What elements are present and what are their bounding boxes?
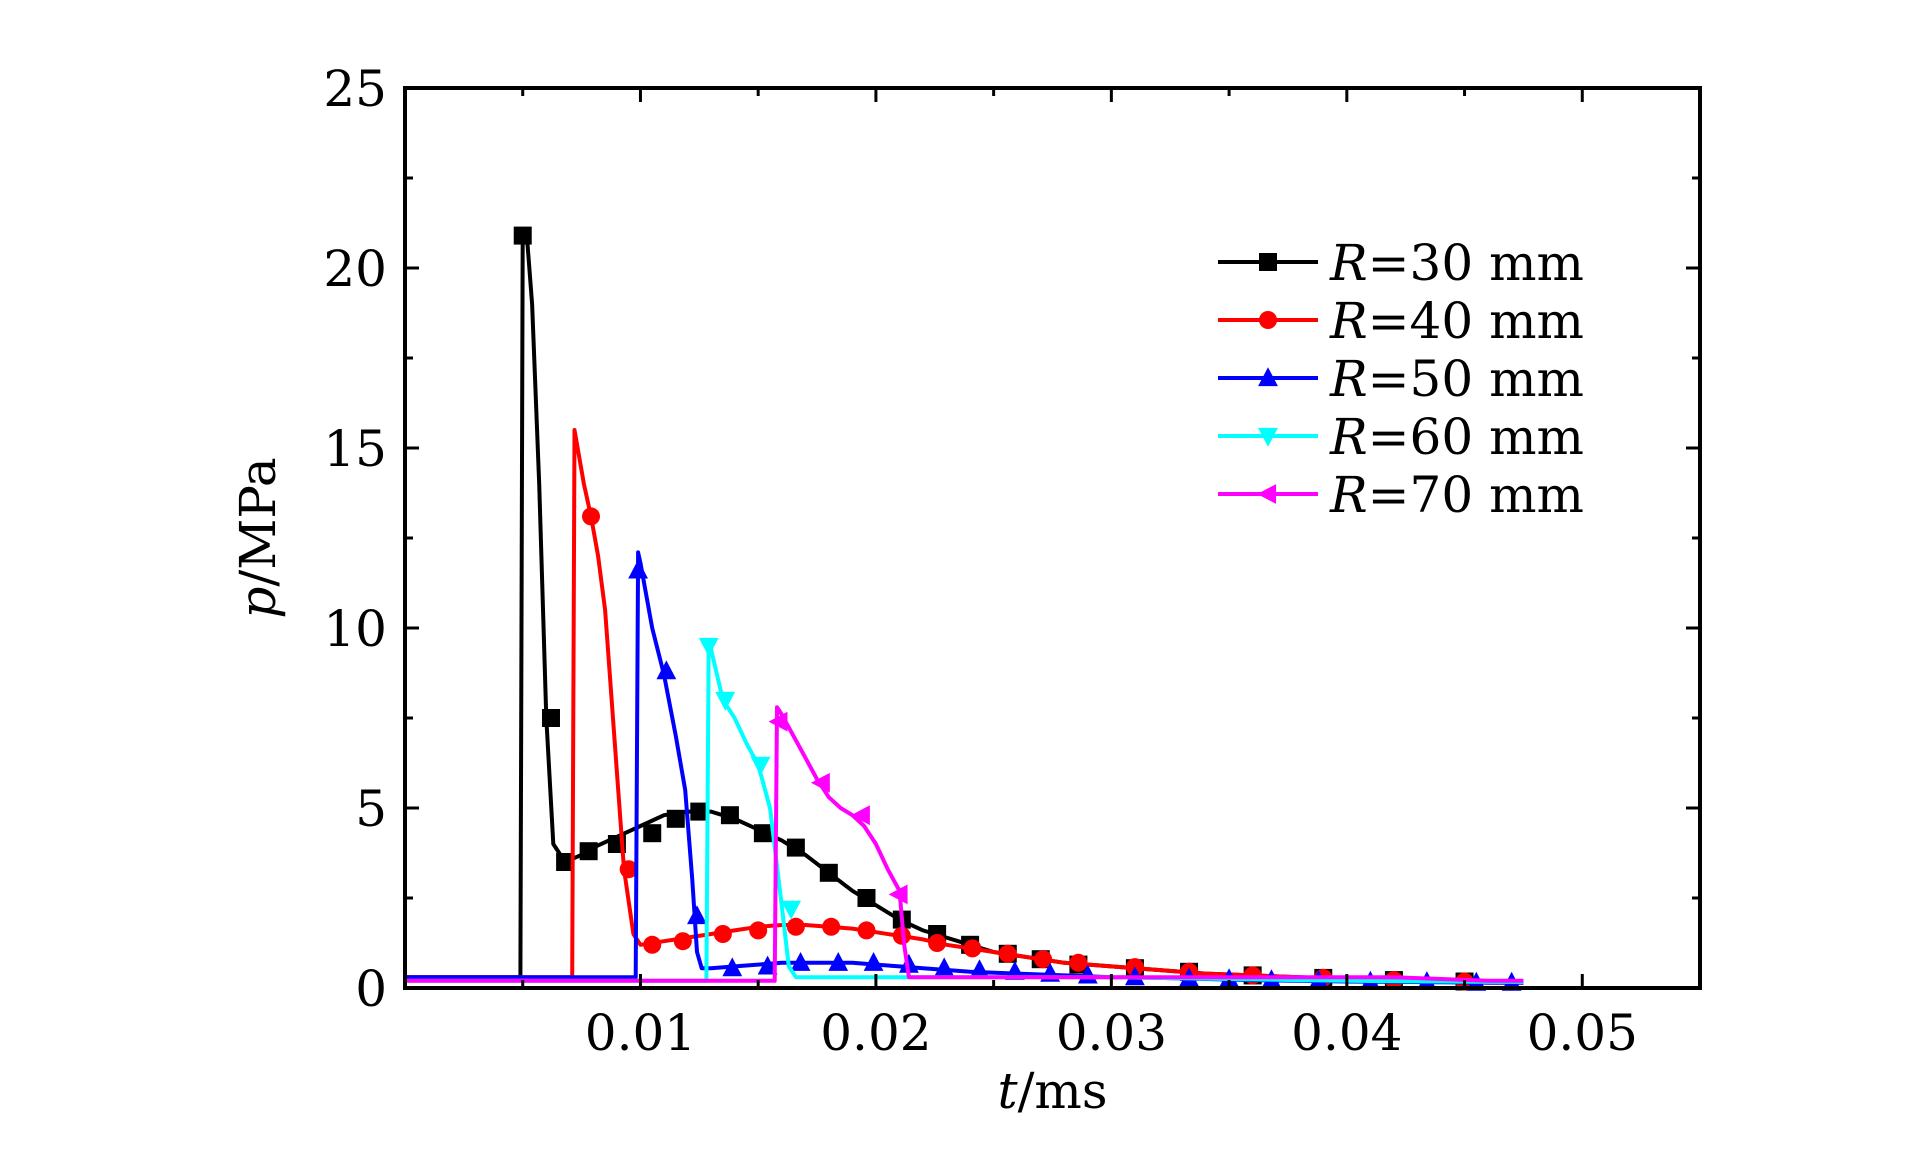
legend-entry-3: R=50 mm [1218,350,1584,408]
series-2-point-2 [619,860,638,879]
x-axis-unit: /ms [1018,1062,1108,1120]
legend-label-variable-5: R [1329,466,1368,524]
y-tick-label-1: 0 [355,960,387,1018]
legend-marker-5 [1257,484,1277,504]
legend-label-value-2: =40 mm [1368,292,1584,350]
y-axis-title: p/MPa [229,457,287,618]
legend-entry-5: R=70 mm [1218,466,1584,524]
series-5-point-4 [888,884,908,905]
series-4-point-3 [750,756,771,776]
series-4-point-2 [715,691,736,711]
ticks-layer: 0.01 0.02 0.03 0.04 0.05 0 5 10 15 20 25 [323,60,1700,1062]
legend-label-2: R=40 mm [1329,292,1584,350]
series-2-point-1 [582,507,601,526]
legend-label-variable-2: R [1329,292,1368,350]
series-1-point-11 [786,838,805,857]
series-1-point-7 [666,809,685,828]
series-3-point-5 [757,955,778,975]
series-2-point-8 [822,917,841,936]
series-4-point-1 [698,637,719,657]
series-line-2 [405,428,1524,985]
y-tick-label-5: 20 [323,240,387,298]
series-1-point-13 [857,889,876,907]
series-1-point-12 [819,863,838,882]
series-3-point-8 [863,952,884,971]
axes-layer [403,86,1702,990]
legend-entry-1: R=30 mm [1218,234,1584,292]
legend-label-value-4: =60 mm [1368,408,1584,466]
series-1-point-6 [643,824,662,843]
legend-entry-2: R=40 mm [1218,292,1584,350]
legend-marker-1 [1259,253,1277,271]
legend-label-value-1: =30 mm [1368,234,1584,292]
series-1-point-2 [541,709,560,727]
series-3-point-12 [1004,961,1025,980]
series-5 [405,705,1524,983]
series-1-point-1 [513,226,532,245]
x-tick-label-2: 0.02 [820,1004,931,1062]
legend: R=30 mmR=40 mmR=50 mmR=60 mmR=70 mm [1218,234,1584,524]
series-4-point-4 [781,900,802,920]
series-5-point-1 [768,711,788,732]
series-2-point-5 [713,925,732,943]
series-5-point-3 [850,805,870,826]
series-2 [405,428,1524,991]
y-tick-label-2: 5 [355,780,387,838]
series-3-point-11 [969,959,990,979]
legend-label-5: R=70 mm [1329,466,1584,524]
y-tick-label-3: 10 [323,600,387,658]
legend-label-value-3: =50 mm [1368,350,1584,408]
legend-label-1: R=30 mm [1329,234,1584,292]
legend-marker-3 [1258,367,1278,387]
y-tick-label-6: 25 [323,60,387,118]
legend-label-4: R=60 mm [1329,408,1584,466]
legend-marker-4 [1258,427,1278,447]
x-axis-title: t/ms [997,1062,1107,1120]
series-1-point-8 [690,802,709,821]
legend-label-variable-1: R [1329,234,1368,292]
legend-label-3: R=50 mm [1329,350,1584,408]
series-1-point-4 [579,842,598,861]
series-3-point-4 [722,957,743,977]
series-line-5 [405,705,1524,983]
legend-label-variable-4: R [1329,408,1368,466]
series-2-point-9 [857,921,876,940]
series-3-point-2 [656,660,677,680]
series-1-point-10 [753,824,772,843]
x-tick-label-3: 0.03 [1056,1004,1167,1062]
series-2-point-11 [928,934,947,952]
legend-label-value-5: =70 mm [1368,466,1584,524]
plot-frame [403,86,1702,990]
series-3-point-6 [790,952,811,971]
series-2-point-12 [963,939,982,958]
legend-marker-2 [1259,311,1277,329]
x-tick-label-4: 0.04 [1291,1004,1402,1062]
y-axis-variable: p [229,587,287,619]
y-axis-unit: /MPa [229,457,287,586]
series-1-point-9 [720,806,739,825]
series-2-point-3 [643,935,662,954]
series-2-point-6 [749,921,768,940]
legend-entry-4: R=60 mm [1218,408,1584,466]
x-tick-label-5: 0.05 [1527,1004,1638,1062]
series-3-point-7 [828,952,849,971]
series-2-point-7 [786,917,805,936]
series-2-point-15 [1069,953,1088,972]
series-2-point-13 [998,944,1017,963]
series-3-point-3 [687,905,707,925]
series-3-point-10 [934,957,955,977]
series-5-point-2 [810,772,830,793]
x-tick-label-1: 0.01 [585,1004,696,1062]
series-3-point-1 [628,559,648,579]
series-1-point-3 [556,853,575,871]
y-tick-label-4: 15 [323,420,387,478]
series-2-point-4 [673,932,692,951]
legend-label-variable-3: R [1329,350,1368,408]
x-axis-variable: t [997,1062,1018,1120]
series-2-point-14 [1034,950,1053,969]
